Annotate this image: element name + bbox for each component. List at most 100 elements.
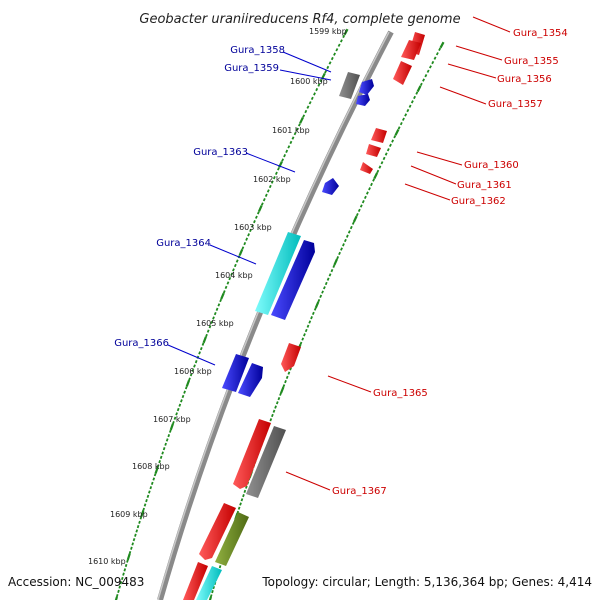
tick-mark (302, 114, 306, 118)
tick-mark (333, 52, 336, 56)
gene-1364[interactable] (271, 240, 315, 320)
gene-1357[interactable] (393, 61, 412, 85)
tick-mark (424, 73, 428, 78)
tick-mark (212, 585, 215, 590)
tick-label-1601: 1601 kbp (272, 126, 310, 135)
tick-mark (143, 503, 147, 507)
gene-1360[interactable] (371, 128, 387, 143)
tick-mark (322, 286, 326, 290)
gene-1363[interactable] (322, 178, 339, 195)
label-gura-1364[interactable]: Gura_1364 (156, 238, 211, 249)
tick-mark (304, 109, 308, 114)
gene-1364-rrna[interactable] (255, 232, 301, 315)
tick-mark (336, 256, 340, 260)
tick-mark (340, 247, 343, 251)
label-gura-1363[interactable]: Gura_1363 (193, 147, 248, 158)
tick-mark (235, 259, 239, 263)
tick-mark (352, 215, 358, 223)
gene-cyan-bottom[interactable] (196, 566, 222, 600)
tick-mark (435, 52, 439, 56)
gene-1362[interactable] (360, 162, 373, 174)
label-gura-1367[interactable]: Gura_1367 (332, 486, 387, 497)
tick-mark (426, 69, 430, 73)
tick-mark (206, 329, 210, 333)
tick-mark (330, 268, 334, 273)
tick-mark (293, 132, 297, 136)
gene-1359-b[interactable] (356, 94, 370, 106)
tick-mark (152, 477, 156, 481)
label-gura-1354[interactable]: Gura_1354 (513, 28, 568, 39)
label-gura-1361[interactable]: Gura_1361 (457, 180, 512, 191)
tick-mark (156, 464, 160, 468)
tick-mark (164, 442, 167, 446)
gene-1366-a[interactable] (222, 354, 249, 392)
label-gura-1357[interactable]: Gura_1357 (488, 99, 543, 110)
label-gura-1360[interactable]: Gura_1360 (464, 160, 519, 171)
tick-mark (308, 320, 312, 324)
tick-mark (243, 241, 247, 246)
tick-mark (139, 516, 143, 520)
tick-mark (299, 117, 304, 124)
label-gura-1362[interactable]: Gura_1362 (451, 196, 506, 207)
gene-olive[interactable] (215, 512, 249, 566)
tick-mark (439, 41, 445, 49)
tick-label-1608: 1608 kbp (132, 462, 170, 471)
tick-mark (198, 351, 201, 355)
tick-mark (159, 455, 163, 459)
tick-mark (359, 204, 363, 208)
tick-mark (130, 546, 133, 550)
tick-label-1599: 1599 kbp (309, 27, 347, 36)
tick-mark (314, 301, 320, 309)
tick-mark (118, 585, 121, 589)
label-gura-1359[interactable]: Gura_1359 (224, 63, 279, 74)
tick-mark (347, 230, 351, 234)
tick-mark (140, 510, 145, 518)
gene-1361[interactable] (366, 144, 381, 157)
tick-mark (284, 379, 287, 384)
gene-red-lower[interactable] (199, 503, 236, 560)
tick-mark (271, 413, 274, 418)
tick-mark (218, 565, 222, 569)
tick-mark (256, 211, 260, 215)
gene-1367-red[interactable] (233, 419, 271, 489)
tick-mark (399, 122, 403, 126)
reverse-strand-genes (222, 72, 374, 397)
tick-mark (208, 325, 212, 329)
tick-mark (361, 200, 365, 204)
tick-mark (213, 311, 217, 316)
tick-label-1602: 1602 kbp (253, 175, 291, 184)
tick-mark (251, 224, 254, 228)
tick-mark (201, 342, 205, 346)
label-gura-1358[interactable]: Gura_1358 (230, 45, 285, 56)
gene-red-bottom[interactable] (183, 562, 208, 600)
label-gura-1365[interactable]: Gura_1365 (373, 388, 428, 399)
tick-mark (357, 208, 361, 212)
tick-label-1609: 1609 kbp (110, 510, 148, 519)
tick-mark (136, 525, 140, 529)
tick-mark (210, 320, 214, 325)
gene-1365[interactable] (281, 343, 301, 372)
forward-strand-genes (183, 32, 425, 600)
genome-summary-text: Topology: circular; Length: 5,136,364 bp… (261, 575, 592, 589)
gene-1366-b[interactable] (238, 363, 263, 397)
tick-mark (117, 589, 120, 593)
tick-mark (438, 47, 442, 52)
tick-label-1600: 1600 kbp (290, 77, 328, 86)
tick-mark (226, 281, 230, 285)
label-gura-1355[interactable]: Gura_1355 (504, 56, 559, 67)
gene-1367[interactable] (246, 426, 286, 498)
gene-1355[interactable] (401, 40, 421, 60)
tick-mark (219, 298, 223, 303)
label-gura-1366[interactable]: Gura_1366 (114, 338, 169, 349)
tick-mark (342, 243, 345, 247)
tick-label-1605: 1605 kbp (196, 319, 234, 328)
tick-mark (315, 87, 319, 92)
label-gura-1356[interactable]: Gura_1356 (497, 74, 552, 85)
gene-1358[interactable] (339, 72, 360, 99)
gene-1359-a[interactable] (359, 79, 374, 95)
tick-mark (145, 499, 148, 503)
tick-mark (404, 113, 408, 117)
tick-mark (128, 550, 132, 555)
tick-mark (185, 380, 191, 387)
tick-mark (297, 123, 301, 127)
